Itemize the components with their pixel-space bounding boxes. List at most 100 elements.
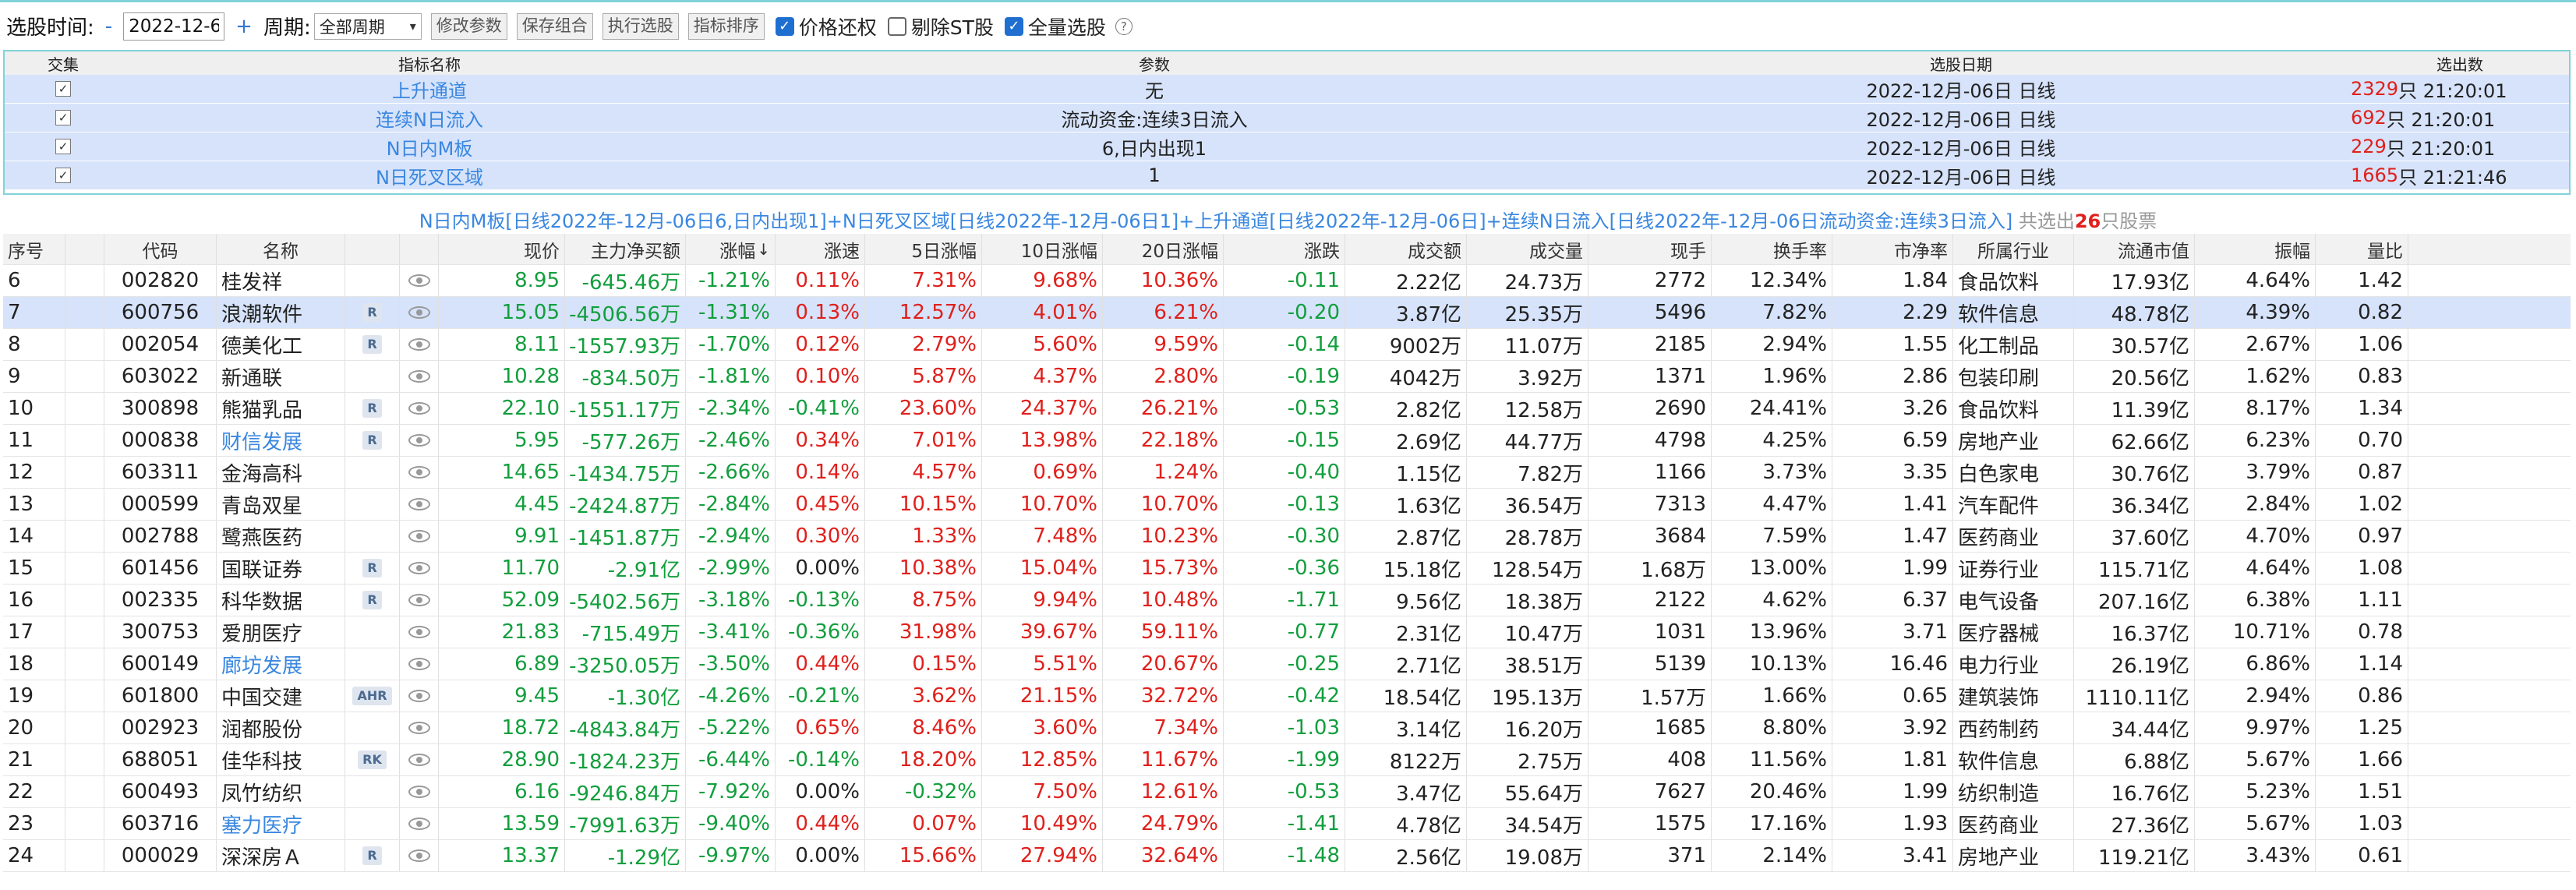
remove-st-checkbox[interactable]: 剔除ST股: [887, 12, 994, 41]
value-name[interactable]: 深深房Ａ: [221, 846, 303, 870]
cell-eye[interactable]: [400, 521, 439, 552]
eye-icon[interactable]: [408, 402, 430, 415]
cell-eye[interactable]: [400, 648, 439, 680]
eye-icon[interactable]: [408, 306, 430, 319]
eye-icon[interactable]: [408, 786, 430, 798]
value-name[interactable]: 科华数据: [221, 590, 303, 614]
value-name[interactable]: 中国交建: [221, 686, 303, 710]
eye-icon[interactable]: [408, 498, 430, 510]
header-diff[interactable]: 涨跌: [1224, 234, 1345, 264]
table-row[interactable]: 24 000029 深深房Ａ R 13.37 -1.29亿 -9.97% 0.00% 15.66…: [3, 840, 2571, 872]
table-row[interactable]: 16 002335 科华数据 R 52.09 -5402.56万 -3.18% -0.13% 8…: [3, 585, 2571, 616]
header-amount[interactable]: 成交额: [1345, 234, 1467, 264]
table-row[interactable]: 23 603716 塞力医疗 13.59 -7991.63万 -9.40% 0.44% 0.0…: [3, 808, 2571, 840]
value-name[interactable]: 塞力医疗: [221, 814, 303, 838]
value-code[interactable]: 002820: [121, 269, 200, 292]
value-name[interactable]: 新通联: [221, 366, 283, 390]
table-row[interactable]: 17 300753 爱朋医疗 21.83 -715.49万 -3.41% -0.36% 31.…: [3, 616, 2571, 648]
cell-eye[interactable]: [400, 329, 439, 360]
table-row[interactable]: 7 600756 浪潮软件 R 15.05 -4506.56万 -1.31% 0.13% 12.…: [3, 297, 2571, 329]
value-code[interactable]: 603716: [121, 812, 200, 835]
header-speed[interactable]: 涨速: [776, 234, 865, 264]
indicator-name[interactable]: N日死叉区域: [376, 166, 483, 189]
checkmark-icon[interactable]: ✓: [55, 139, 71, 154]
eye-icon[interactable]: [408, 434, 430, 447]
checkmark-icon[interactable]: ✓: [55, 110, 71, 125]
price-restore-checkbox[interactable]: ✓ 价格还权: [775, 12, 877, 41]
value-code[interactable]: 601456: [121, 556, 200, 580]
table-row[interactable]: 22 600493 凤竹纺织 6.16 -9246.84万 -7.92% 0.00% -0.3…: [3, 776, 2571, 808]
table-row[interactable]: 19 601800 中国交建 AHR 9.45 -1.30亿 -4.26% -0.21% 3.6…: [3, 680, 2571, 712]
cell-eye[interactable]: [400, 553, 439, 584]
eye-icon[interactable]: [408, 818, 430, 830]
header-change[interactable]: 涨幅 ↓: [686, 234, 776, 264]
eye-icon[interactable]: [408, 722, 430, 734]
table-row[interactable]: 21 688051 佳华科技 RK 28.90 -1824.23万 -6.44% -0.14%…: [3, 744, 2571, 776]
cell-eye[interactable]: [400, 776, 439, 807]
value-name[interactable]: 德美化工: [221, 334, 303, 358]
cell-eye[interactable]: [400, 616, 439, 648]
table-row[interactable]: 12 603311 金海高科 14.65 -1434.75万 -2.66% 0.14% 4.5…: [3, 457, 2571, 489]
cell-eye[interactable]: [400, 425, 439, 456]
value-code[interactable]: 000838: [121, 429, 200, 452]
header-main-flow[interactable]: 主力净买额: [565, 234, 686, 264]
value-name[interactable]: 廊坊发展: [221, 654, 303, 678]
eye-icon[interactable]: [408, 274, 430, 287]
value-code[interactable]: 603022: [121, 365, 200, 388]
period-select[interactable]: 全部周期 ▾: [313, 12, 422, 40]
table-row[interactable]: 20 002923 润都股份 18.72 -4843.84万 -5.22% 0.65% 8.4…: [3, 712, 2571, 744]
modify-params-button[interactable]: 修改参数: [430, 12, 507, 40]
checkmark-icon[interactable]: ✓: [55, 168, 71, 183]
header-price[interactable]: 现价: [439, 234, 565, 264]
date-input[interactable]: [123, 12, 225, 41]
value-code[interactable]: 600149: [121, 652, 200, 676]
cell-eye[interactable]: [400, 840, 439, 871]
cell-eye[interactable]: [400, 297, 439, 328]
value-code[interactable]: 002923: [121, 716, 200, 740]
date-decrement-button[interactable]: -: [104, 14, 113, 38]
value-code[interactable]: 002788: [121, 524, 200, 548]
value-name[interactable]: 金海高科: [221, 462, 303, 486]
table-row[interactable]: 8 002054 德美化工 R 8.11 -1557.93万 -1.70% 0.12% 2.79…: [3, 329, 2571, 361]
header-amplitude[interactable]: 振幅: [2195, 234, 2316, 264]
eye-icon[interactable]: [408, 594, 430, 606]
value-name[interactable]: 财信发展: [221, 430, 303, 454]
header-hand[interactable]: 现手: [1588, 234, 1712, 264]
value-name[interactable]: 润都股份: [221, 718, 303, 742]
eye-icon[interactable]: [408, 466, 430, 479]
value-code[interactable]: 600493: [121, 780, 200, 803]
eye-icon[interactable]: [408, 658, 430, 670]
header-mcap[interactable]: 流通市值: [2074, 234, 2195, 264]
value-code[interactable]: 002054: [121, 333, 200, 356]
eye-icon[interactable]: [408, 338, 430, 351]
header-pb[interactable]: 市净率: [1832, 234, 1953, 264]
table-row[interactable]: 11 000838 财信发展 R 5.95 -577.26万 -2.46% 0.34% 7.01…: [3, 425, 2571, 457]
cell-eye[interactable]: [400, 265, 439, 296]
full-select-checkbox[interactable]: ✓ 全量选股: [1004, 12, 1106, 41]
indicator-name[interactable]: 连续N日流入: [376, 108, 483, 131]
eye-icon[interactable]: [408, 530, 430, 542]
indicator-row[interactable]: ✓ N日死叉区域 1 2022-12月-06日 日线 1665 只 21:21:46: [5, 161, 2569, 190]
value-code[interactable]: 688051: [121, 748, 200, 772]
indicator-row[interactable]: ✓ 上升通道 无 2022-12月-06日 日线 2329 只 21:20:01: [5, 75, 2569, 104]
indicator-name[interactable]: 上升通道: [392, 79, 467, 102]
indicator-name[interactable]: N日内M板: [386, 137, 473, 160]
value-code[interactable]: 601800: [121, 684, 200, 708]
execute-select-button[interactable]: 执行选股: [602, 12, 679, 40]
value-name[interactable]: 国联证券: [221, 558, 303, 582]
value-name[interactable]: 凤竹纺织: [221, 782, 303, 806]
cell-eye[interactable]: [400, 712, 439, 743]
value-name[interactable]: 鹭燕医药: [221, 526, 303, 550]
header-industry[interactable]: 所属行业: [1953, 234, 2074, 264]
value-name[interactable]: 浪潮软件: [221, 302, 303, 327]
indicator-row[interactable]: ✓ 连续N日流入 流动资金:连续3日流入 2022-12月-06日 日线 692 只 21…: [5, 104, 2569, 132]
cell-eye[interactable]: [400, 744, 439, 775]
eye-icon[interactable]: [408, 562, 430, 574]
header-volume-ratio[interactable]: 量比: [2316, 234, 2408, 264]
value-code[interactable]: 002335: [121, 588, 200, 612]
header-10d[interactable]: 10日涨幅: [982, 234, 1103, 264]
indicator-row[interactable]: ✓ N日内M板 6,日内出现1 2022-12月-06日 日线 229 只 21:20:0…: [5, 132, 2569, 161]
value-code[interactable]: 300898: [121, 397, 200, 420]
cell-eye[interactable]: [400, 393, 439, 424]
table-row[interactable]: 10 300898 熊猫乳品 R 22.10 -1551.17万 -2.34% -0.41% 2…: [3, 393, 2571, 425]
